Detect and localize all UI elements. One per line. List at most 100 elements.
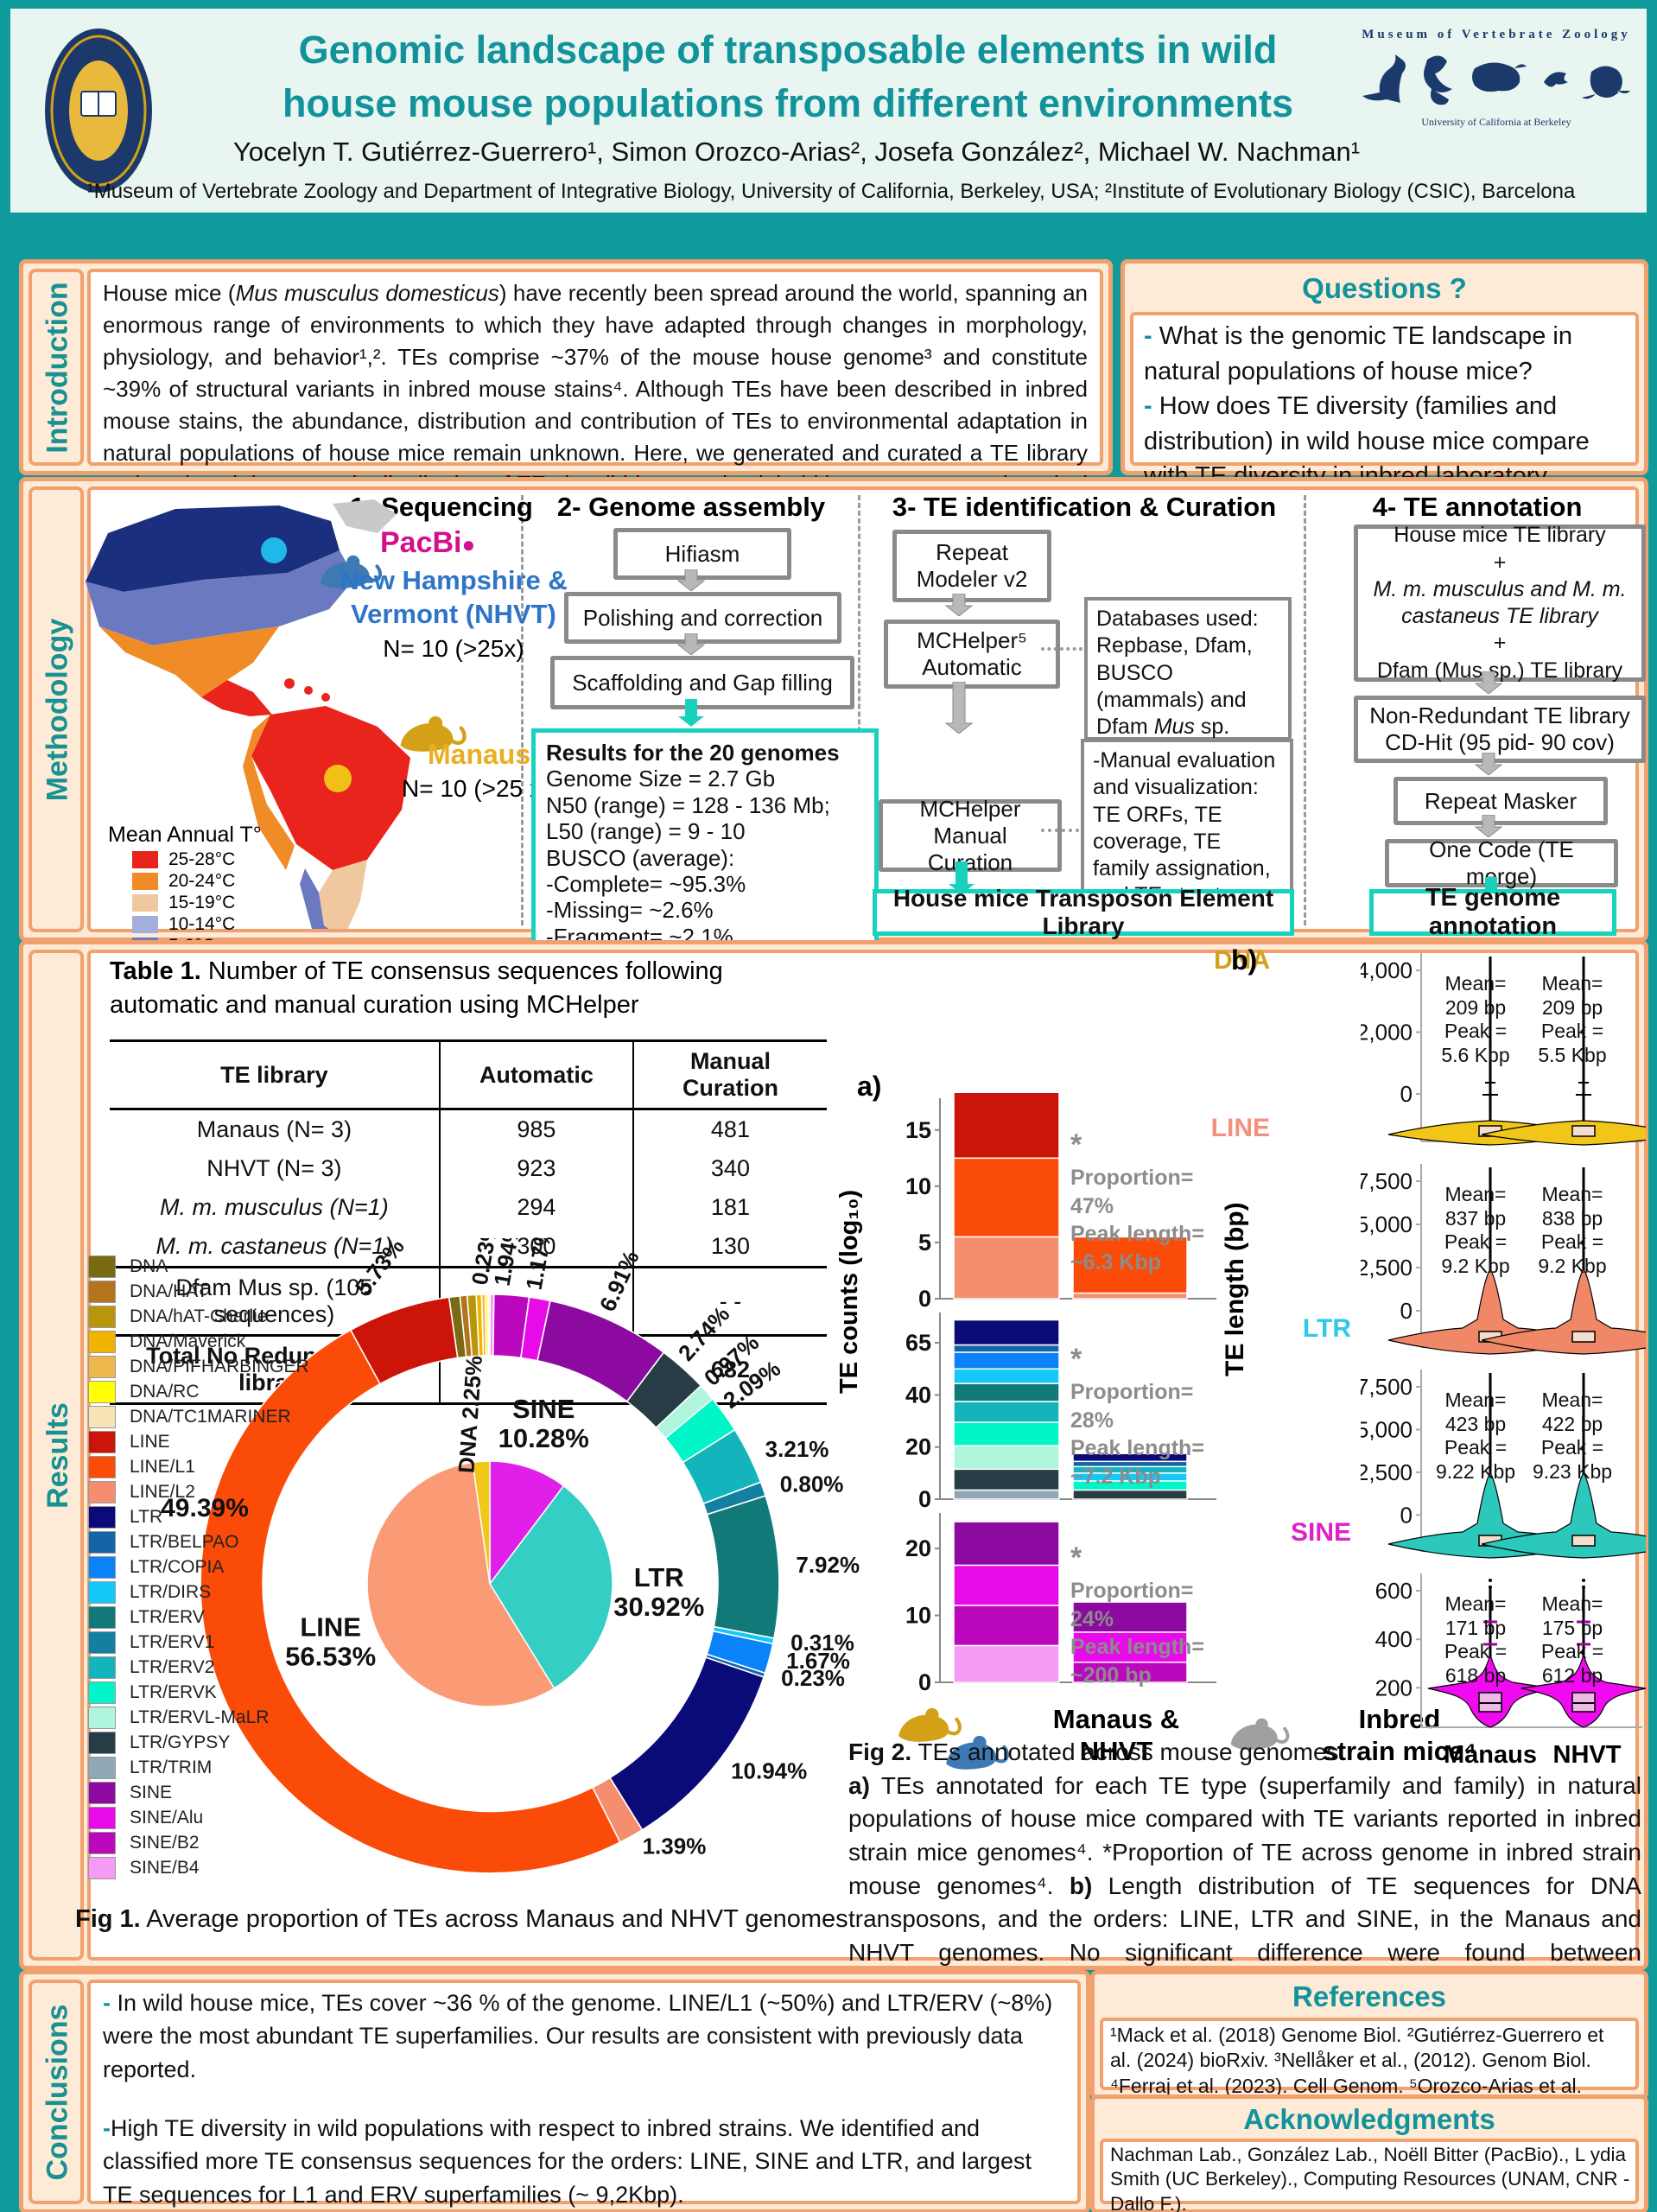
methodology-label: Methodology (41, 618, 74, 801)
fig2b-ytick: 4,000 (1361, 957, 1413, 983)
fig1-legend-swatch (88, 1405, 116, 1428)
fig2a-bar-seg-LTR-LTR/GYPSY (1072, 1489, 1188, 1500)
fig1-legend-label: SINE/B4 (130, 1857, 200, 1878)
violin-xlabel-manaus: Manaus (1444, 1741, 1537, 1769)
fig2b-ytick: 0 (1400, 1502, 1413, 1528)
ident-output-library: House mice Transposon Element Library (873, 885, 1294, 939)
fig2b-stats-LTR-0: Mean= 423 bp Peak = 9.22 Kbp (1428, 1389, 1523, 1484)
fig1-legend-label: DNA/PIFHARBINGER (130, 1356, 309, 1376)
fig1-legend-label: LINE (130, 1431, 170, 1452)
donut-inner-slice-SINE (489, 1460, 565, 1586)
fig1-legend-swatch (88, 1580, 116, 1604)
donut-pct-label: 49.39% (161, 1494, 249, 1522)
donut-slice-LTR (608, 1656, 765, 1831)
fig1-legend-label: LTR/ERV1 (130, 1631, 215, 1652)
asm-results-line: L50 (range) = 9 - 10 (546, 818, 746, 845)
fig2a-bar-seg-SINE-SINE/Alu (953, 1564, 1060, 1606)
fig1-legend-label: DNA/HAT (130, 1281, 208, 1301)
nhvt-mouse-icon (946, 1735, 1009, 1770)
dash-bullet: - (103, 1990, 111, 2016)
poster-title-line1: Genomic landscape of transposable elemen… (298, 28, 1278, 72)
fig1-legend-swatch (88, 1856, 116, 1879)
table-cell-automatic: 294 (438, 1188, 633, 1227)
fig2b-ytick: 600 (1375, 1578, 1413, 1604)
fig2b-ytick: 200 (1375, 1675, 1413, 1700)
fig2b-ytick: 2,000 (1361, 1020, 1413, 1046)
fig2b-ytick: 5,000 (1361, 1416, 1413, 1442)
gold-mouse-icon (400, 716, 467, 752)
section-methodology: Methodology 1- Sequencing PacBi● New Hamps… (19, 477, 1648, 977)
map-legend-label: 10-14°C (168, 913, 236, 934)
asm-results-title: Results for the 20 genomes (546, 740, 840, 766)
flow-arrow-icon (1474, 671, 1503, 694)
dash-bullet: - (103, 2114, 111, 2141)
table-cell-library: NHVT (N= 3) (206, 1155, 342, 1181)
fig1-legend-item: SINE (88, 1780, 347, 1805)
section-introduction: Introduction House mice (Mus musculus do… (19, 259, 1113, 529)
donut-inner-slice-LINE (366, 1461, 556, 1707)
fig1-legend-swatch (88, 1806, 116, 1829)
results-strip: Results (29, 950, 84, 1961)
fig1-legend-item: DNA/HAT (88, 1279, 347, 1304)
fig1-legend-item: LTR/ERVK (88, 1680, 347, 1705)
questions-text: - What is the genomic TE landscape in na… (1144, 322, 1590, 525)
fig1-legend-label: DNA (130, 1255, 168, 1276)
fig1-legend-swatch (88, 1280, 116, 1303)
fig2-cap-a-bold: a) (848, 1771, 870, 1799)
stat-peak-value: 9.23 Kbp (1532, 1459, 1613, 1483)
donut-slice-DNA/TC1MARINER (487, 1294, 491, 1357)
table-row: NHVT (N= 3) 923 340 (110, 1149, 827, 1188)
conclusions-content: - In wild house mice, TEs cover ~36 % of… (87, 1980, 1081, 2208)
fig2b-stats-LINE-1: Mean= 838 bp Peak = 9.2 Kbp (1525, 1183, 1620, 1278)
fig1-legend-swatch (88, 1681, 116, 1704)
fig1-legend-item: LTR/BELPAO (88, 1529, 347, 1554)
stat-peak-label: Peak = (1444, 1436, 1508, 1459)
mvz-name: Museum of Vertebrate Zoology (1362, 28, 1631, 41)
stat-mean-value: 209 bp (1541, 995, 1603, 1019)
fig1-legend-swatch (88, 1380, 116, 1403)
fig2b-ytick: 2,500 (1361, 1255, 1413, 1281)
table-row: M. m. castaneus (N=1) 300 130 (110, 1227, 827, 1268)
violin-body-LTR (1481, 1471, 1646, 1559)
donut-inner-label-DNA: DNA 2.25% (453, 1355, 486, 1474)
asm-step-1: Polishing and correction (564, 592, 841, 644)
asterisk: * (1070, 1343, 1082, 1376)
fig2a-ytick: 10 (905, 1603, 931, 1629)
mvz-animal-silhouettes-icon (1362, 54, 1630, 105)
stat-peak-value: 9.2 Kbp (1441, 1254, 1510, 1277)
fig2a-bar-seg-LTR-LTR (1072, 1452, 1188, 1463)
fig1-legend-swatch (88, 1656, 116, 1679)
fig2a-ytick: 20 (905, 1535, 931, 1561)
fig1-legend-swatch (88, 1430, 116, 1453)
fig2a-ann-line: ~200 bp (1070, 1662, 1152, 1688)
violin-box (1571, 1125, 1596, 1137)
acknowledgments-text: Nachman Lab., González Lab., Noëll Bitte… (1110, 2144, 1630, 2212)
methodology-strip: Methodology (29, 486, 84, 932)
stat-mean-label: Mean= (1541, 1592, 1603, 1615)
map-legend-label: 15-19°C (168, 892, 236, 912)
asm-results-line: BUSCO (average): (546, 844, 735, 871)
fig1-legend-label: DNA/hAT-Charlie (130, 1306, 268, 1326)
flow-arrow-icon (944, 594, 974, 616)
fig1-legend-item: LTR/TRIM (88, 1755, 347, 1780)
fig2a-panel-LINE: 0 5 10 15 (905, 1093, 1216, 1307)
manaus-mouse-icon (898, 1707, 962, 1742)
fig2b-panel-LTR: 7,500 5,000 2,500 0 (1361, 1370, 1646, 1559)
fig2a-ann-line: Proportion= (1070, 1579, 1194, 1604)
section-results: Results Table 1. Number of TE consensus … (19, 940, 1648, 1999)
fig2b-ytick: 7,500 (1361, 1374, 1413, 1400)
donut-inner-slice-DNA (472, 1460, 491, 1585)
fig2a-ytick: 15 (905, 1117, 931, 1143)
ident-databases-note: Databases used: Repbase, Dfam, BUSCO (mam… (1084, 597, 1292, 741)
fig1-legend-swatch (88, 1455, 116, 1478)
fig1-legend-swatch (88, 1505, 116, 1529)
ident-title: 3- TE identification & Curation (892, 492, 1277, 522)
group2-label: Inbred strain mice⁴ (1322, 1704, 1477, 1767)
map-legend-item: 10-14°C (132, 913, 235, 935)
map-legend-swatch (132, 893, 158, 912)
donut-pct-label: 5.73% (350, 1238, 409, 1300)
fig1-legend-item: DNA/Maverick (88, 1329, 347, 1354)
fig2-cap-a-text: TEs annotated for each TE type (superfam… (848, 1771, 1641, 1899)
fig1-legend-swatch (88, 1630, 116, 1654)
order-label-LINE: LINE (1210, 1114, 1270, 1142)
